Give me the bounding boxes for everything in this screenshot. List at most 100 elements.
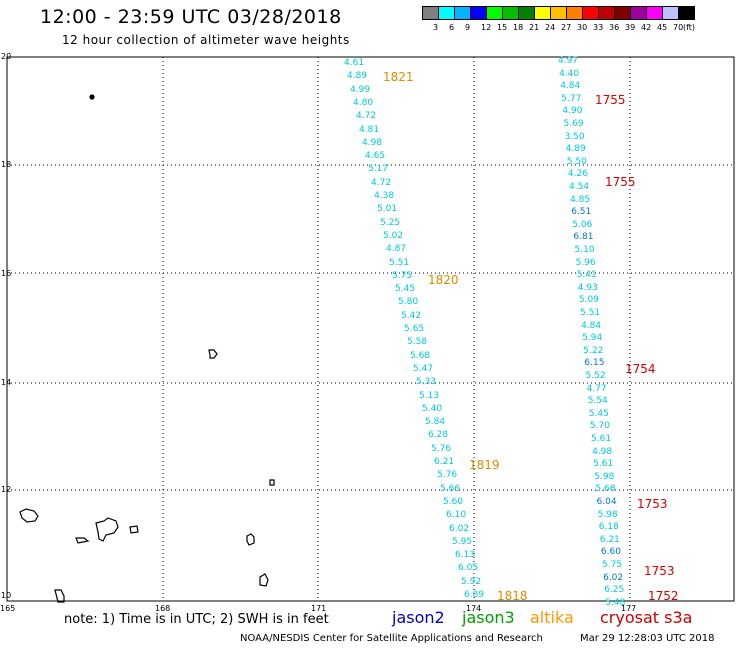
- island: [95, 517, 119, 542]
- latitude-label: 12: [1, 485, 11, 494]
- island: [269, 479, 275, 486]
- color-scale-label: 6: [449, 23, 455, 32]
- wave-height-value: 5.80: [398, 297, 419, 308]
- wave-height-value: 5.50: [566, 156, 587, 167]
- pass-time-label: 1753: [637, 497, 668, 511]
- wave-height-value: 5.98: [594, 471, 615, 482]
- color-scale-label: 18: [513, 23, 524, 32]
- latitude-label: 14: [1, 378, 11, 387]
- wave-height-value: 5.76: [437, 470, 458, 481]
- wave-height-value: 6.02: [449, 523, 470, 534]
- wave-height-value: 5.95: [452, 536, 473, 547]
- island: [259, 573, 269, 587]
- wave-height-value: 4.77: [586, 383, 607, 394]
- wave-height-value: 4.84: [560, 81, 581, 92]
- color-scale-label: 15: [497, 23, 508, 32]
- wave-height-value: 5.33: [416, 377, 437, 388]
- wave-height-value: 4.40: [559, 68, 580, 79]
- latitude-labels: 20 18 16 14 12 10: [1, 52, 11, 600]
- wave-height-value: 5.96: [575, 257, 596, 268]
- longitude-label: 174: [466, 604, 481, 613]
- wave-height-value: 4.26: [567, 169, 588, 180]
- wave-height-value: 5.01: [377, 204, 398, 215]
- wave-height-value: 6.89: [464, 590, 485, 600]
- legend-jason3: jason3: [462, 608, 515, 627]
- latitude-label: 20: [1, 52, 11, 61]
- wave-height-value: 5.10: [574, 245, 595, 255]
- color-scale-label: 9: [465, 23, 471, 32]
- wave-height-value: 4.87: [386, 244, 407, 255]
- wave-height-value: 5.58: [407, 337, 428, 348]
- wave-height-value: 5.45: [588, 408, 609, 419]
- wave-height-value: 5.51: [389, 257, 410, 268]
- pass-time-label: 1755: [595, 93, 626, 107]
- color-scale-label: (ft): [683, 23, 696, 32]
- wave-height-value: 5.61: [591, 434, 612, 444]
- wave-height-value: 6.21: [599, 534, 620, 545]
- wave-height-value: 6.60: [600, 547, 621, 558]
- wave-height-value: 5.69: [563, 119, 584, 129]
- credit-line: NOAA/NESDIS Center for Satellite Applica…: [240, 633, 543, 644]
- wave-height-value: 5.09: [578, 295, 599, 306]
- color-scale-label: 3: [433, 23, 439, 32]
- latitude-label: 18: [1, 160, 11, 169]
- map-title: 12:00 - 23:59 UTC 03/28/2018: [40, 6, 342, 28]
- wave-height-value: 5.68: [595, 484, 616, 495]
- pass-time-label: 1752: [648, 589, 679, 603]
- latitude-label: 16: [1, 269, 11, 278]
- wave-height-value: 5.66: [440, 483, 461, 494]
- color-scale-label: 27: [561, 23, 572, 32]
- longitude-label: 165: [0, 604, 15, 613]
- wave-height-value: 5.42: [401, 310, 422, 321]
- color-scale-label: 36: [609, 23, 620, 32]
- wave-height-value: 5.60: [443, 496, 464, 507]
- wave-height-value: 5.41: [576, 270, 597, 281]
- color-scale-label: 30: [577, 23, 588, 32]
- island: [246, 533, 255, 546]
- wave-height-value: 6.18: [598, 522, 619, 533]
- wave-height-value: 4.54: [569, 182, 590, 192]
- wave-height-value: 5.92: [461, 576, 482, 587]
- legend-altika: altika: [530, 608, 574, 627]
- wave-height-value: 4.90: [562, 106, 583, 117]
- wave-height-value: 4.89: [347, 71, 368, 82]
- wave-height-value: 5.75: [392, 270, 413, 281]
- wave-height-value: 5.52: [585, 371, 606, 381]
- wave-height-value: 5.76: [431, 443, 452, 454]
- generated-timestamp: Mar 29 12:28:03 UTC 2018: [580, 633, 715, 644]
- map-subtitle: 12 hour collection of altimeter wave hei…: [62, 33, 350, 47]
- wave-height-value: 5.75: [602, 560, 623, 570]
- longitude-label: 177: [621, 604, 636, 613]
- wave-height-value: 5.94: [582, 333, 603, 344]
- wave-height-value: 5.65: [404, 324, 425, 334]
- wave-height-value: 4.65: [365, 151, 386, 162]
- wave-height-value: 5.68: [410, 350, 431, 361]
- wave-height-value: 5.84: [425, 417, 446, 428]
- color-scale-label: 42: [641, 23, 652, 32]
- color-scale-label: 24: [545, 23, 556, 32]
- wave-height-value: 5.45: [395, 284, 416, 295]
- pass-time-label: 1821: [383, 70, 414, 84]
- longitude-label: 168: [155, 604, 170, 613]
- latitude-label: 10: [1, 591, 11, 600]
- wave-height-value: 6.28: [428, 430, 449, 441]
- wave-height-value: 4.72: [371, 177, 392, 188]
- footer-note: note: 1) Time is in UTC; 2) SWH is in fe…: [64, 612, 329, 627]
- pass-time-label: 1819: [469, 458, 500, 472]
- wave-height-value: 4.80: [353, 97, 374, 108]
- wave-height-value: 4.93: [577, 282, 598, 293]
- map-frame: [6, 56, 735, 602]
- island: [89, 94, 95, 100]
- color-scale-label: 70: [673, 23, 684, 32]
- wave-height-value: 5.06: [572, 219, 593, 230]
- wave-height-value: 6.04: [596, 497, 617, 507]
- wave-height-value: 4.89: [565, 144, 586, 155]
- wave-height-value: 4.97: [558, 56, 579, 66]
- grid-lines: [7, 57, 734, 601]
- wave-height-value: 6.25: [604, 585, 625, 596]
- islands-outline: [19, 94, 275, 603]
- color-scale-label: 21: [529, 23, 540, 32]
- wave-height-value: 5.13: [419, 390, 440, 401]
- wave-height-value: 5.22: [583, 345, 604, 356]
